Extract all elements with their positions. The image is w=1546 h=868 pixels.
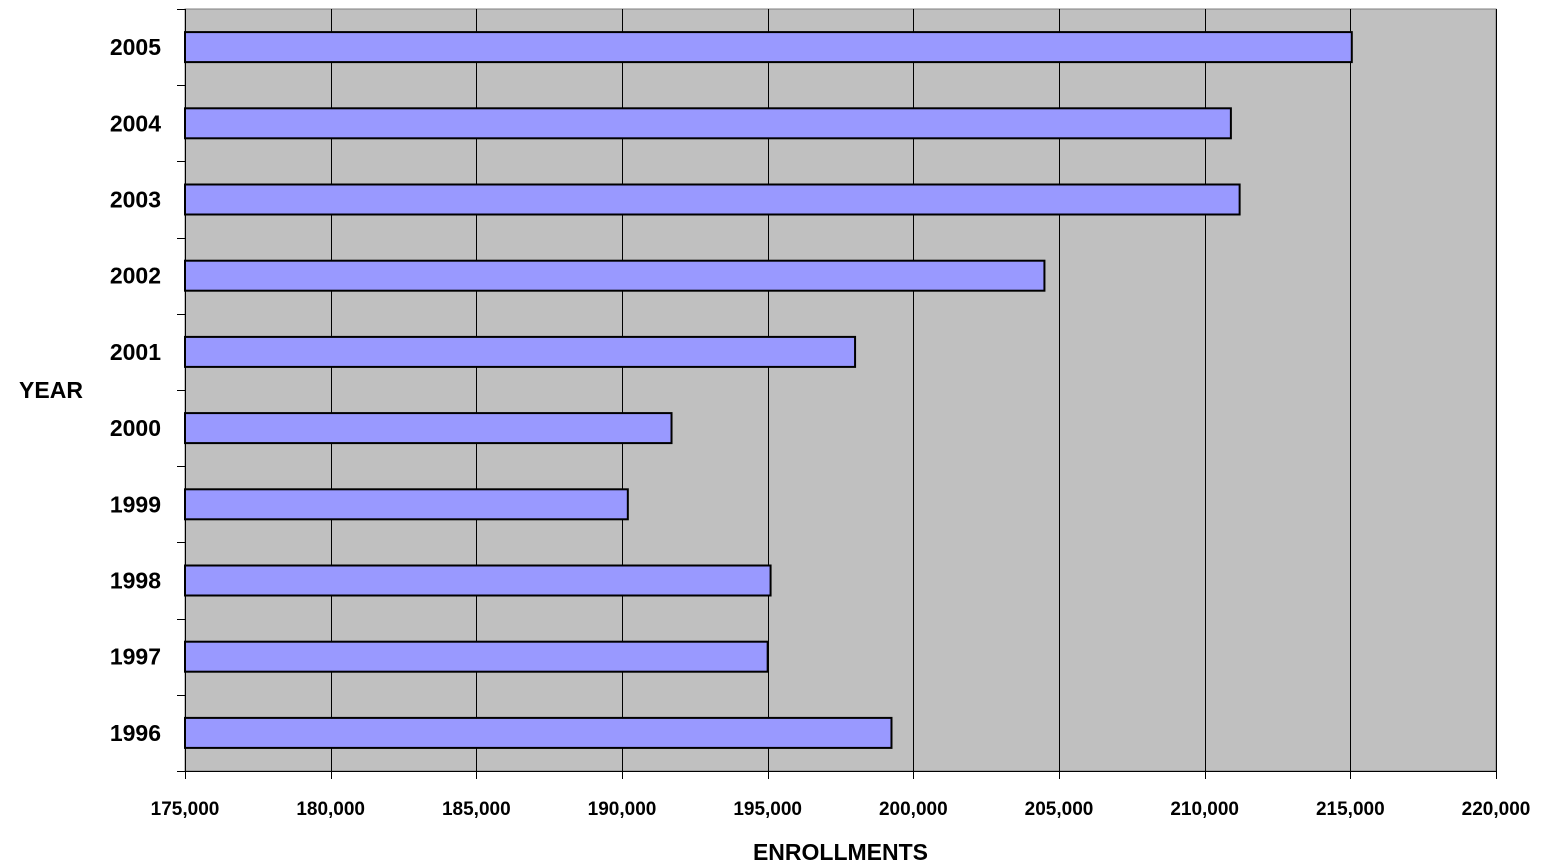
bar-1996	[184, 716, 893, 749]
x-tick-label: 195,000	[733, 799, 802, 820]
bar-2001	[184, 335, 857, 368]
x-axis-title: ENROLLMENTS	[753, 839, 928, 865]
x-tick-label: 200,000	[879, 799, 948, 820]
bar-1997	[184, 640, 769, 673]
x-tick-label: 210,000	[1170, 799, 1239, 820]
y-tick-label: 2005	[110, 34, 161, 60]
x-tick-label: 180,000	[296, 799, 365, 820]
y-tick-label: 2004	[110, 110, 161, 136]
x-tick-labels: 175,000 180,000 185,000 190,000 195,000 200,0…	[151, 799, 1531, 820]
bar-2005	[184, 31, 1353, 64]
bar-2000	[184, 412, 673, 445]
x-tick-label: 185,000	[442, 799, 511, 820]
bar-2004	[184, 107, 1232, 140]
x-tick-label: 215,000	[1316, 799, 1385, 820]
x-tick-label: 205,000	[1025, 799, 1094, 820]
x-tick-label: 220,000	[1462, 799, 1531, 820]
y-tick-labels: 2005 2004 2003 2002 2001 2000 1999 1998 1997 1996	[110, 34, 161, 746]
y-tick-label: 2000	[110, 415, 161, 441]
bar-2003	[184, 183, 1241, 216]
y-tick-label: 2001	[110, 339, 161, 365]
x-tick-label: 175,000	[151, 799, 220, 820]
y-tick-label: 1999	[110, 491, 161, 517]
y-axis-title: YEAR	[19, 377, 83, 403]
bar-1999	[184, 488, 629, 521]
y-tick-label: 2003	[110, 187, 161, 213]
bar-1998	[184, 564, 772, 597]
bar-2002	[184, 259, 1046, 292]
axes	[177, 9, 1497, 779]
y-tick-label: 1998	[110, 568, 161, 594]
bars	[184, 31, 1353, 749]
y-tick-label: 2002	[110, 263, 161, 289]
y-tick-label: 1997	[110, 644, 161, 670]
x-tick-label: 190,000	[588, 799, 657, 820]
y-tick-label: 1996	[110, 720, 161, 746]
